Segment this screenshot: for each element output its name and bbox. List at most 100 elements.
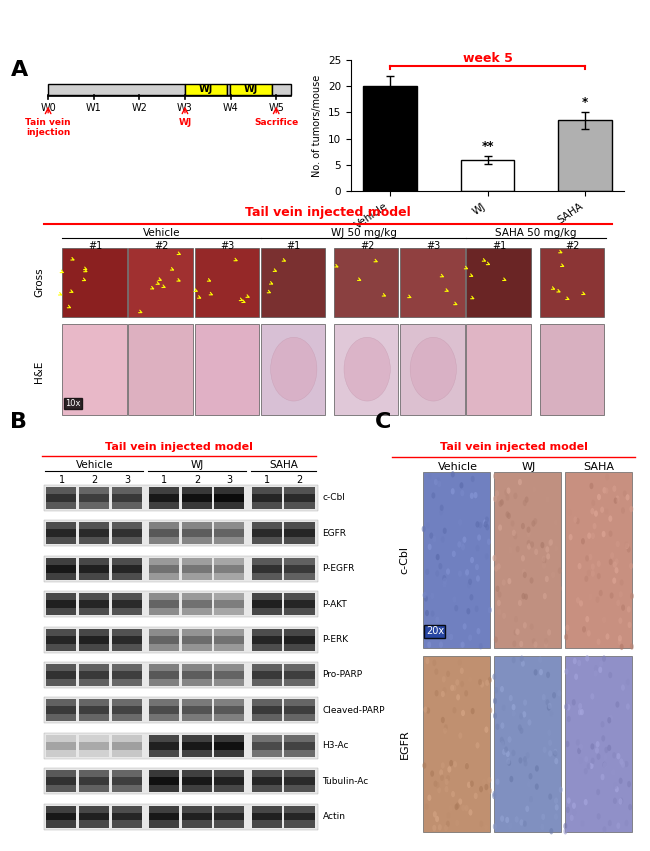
Circle shape (593, 671, 598, 677)
Circle shape (433, 811, 437, 818)
Ellipse shape (410, 337, 456, 401)
Circle shape (431, 610, 435, 617)
Circle shape (476, 545, 480, 551)
Bar (112, 593, 142, 615)
Circle shape (547, 629, 551, 636)
Circle shape (554, 519, 558, 526)
Circle shape (523, 760, 528, 767)
Bar (62, 323, 127, 414)
Bar (214, 600, 244, 608)
Circle shape (528, 773, 532, 780)
Circle shape (599, 590, 603, 597)
Bar (62, 248, 127, 317)
Circle shape (460, 681, 464, 687)
Text: **: ** (481, 140, 494, 153)
Circle shape (619, 580, 623, 585)
Circle shape (501, 740, 505, 745)
Circle shape (549, 828, 553, 834)
Circle shape (511, 520, 515, 527)
Bar (44, 803, 318, 830)
Circle shape (590, 483, 593, 489)
Bar (149, 487, 179, 509)
Circle shape (432, 625, 436, 632)
Bar (46, 557, 77, 580)
Bar (46, 629, 77, 650)
Circle shape (484, 784, 488, 791)
Circle shape (527, 543, 531, 550)
Circle shape (493, 473, 497, 479)
Circle shape (534, 549, 538, 555)
Circle shape (534, 669, 538, 676)
Circle shape (549, 539, 553, 545)
Circle shape (504, 746, 508, 753)
Bar (112, 529, 142, 537)
Circle shape (521, 660, 525, 667)
Circle shape (504, 489, 508, 495)
Bar (79, 700, 109, 722)
Circle shape (484, 825, 488, 831)
Text: SAHA: SAHA (269, 460, 298, 471)
Text: Pro-PARP: Pro-PARP (322, 671, 363, 679)
Bar (79, 529, 109, 537)
Circle shape (434, 780, 437, 787)
Circle shape (436, 782, 439, 788)
Circle shape (554, 758, 558, 764)
Circle shape (500, 815, 504, 822)
Bar (363, 86, 417, 191)
Circle shape (460, 490, 464, 496)
Circle shape (495, 723, 499, 730)
Circle shape (545, 700, 549, 705)
Text: WJ: WJ (199, 84, 213, 94)
Circle shape (594, 511, 598, 517)
Circle shape (579, 744, 583, 750)
Circle shape (515, 546, 519, 552)
Circle shape (436, 570, 439, 577)
Bar (494, 656, 561, 832)
Circle shape (521, 593, 525, 599)
Bar (112, 494, 142, 502)
Bar (252, 600, 282, 608)
Bar (44, 733, 318, 759)
Circle shape (582, 626, 586, 632)
Bar (46, 664, 77, 686)
Circle shape (553, 750, 557, 757)
Circle shape (488, 777, 491, 783)
Text: W1: W1 (86, 103, 101, 113)
Circle shape (567, 716, 571, 722)
Circle shape (557, 690, 561, 696)
Circle shape (474, 492, 478, 499)
Circle shape (488, 607, 492, 614)
Text: #2: #2 (566, 241, 580, 251)
Text: Tail vein injected model: Tail vein injected model (105, 443, 253, 452)
Bar (182, 777, 212, 785)
Bar (79, 671, 109, 679)
Circle shape (515, 816, 519, 823)
Ellipse shape (344, 337, 390, 401)
Circle shape (616, 541, 619, 547)
Circle shape (564, 668, 569, 675)
Circle shape (439, 769, 443, 776)
Circle shape (614, 567, 619, 574)
Circle shape (614, 498, 618, 504)
Circle shape (549, 711, 553, 717)
Bar (149, 557, 179, 580)
Bar (252, 742, 282, 750)
Bar (285, 742, 315, 750)
Circle shape (554, 804, 559, 810)
Bar (214, 813, 244, 820)
Circle shape (465, 763, 469, 769)
Circle shape (625, 761, 629, 768)
Circle shape (605, 474, 609, 480)
Circle shape (601, 721, 604, 728)
Bar (79, 664, 109, 686)
Circle shape (569, 534, 573, 540)
Circle shape (449, 634, 453, 640)
Circle shape (612, 752, 616, 758)
Bar (79, 494, 109, 502)
Circle shape (455, 820, 459, 826)
Circle shape (580, 820, 584, 826)
Text: H&E: H&E (34, 360, 44, 382)
Text: Tain vein
injection: Tain vein injection (25, 117, 71, 137)
Bar (252, 770, 282, 792)
Circle shape (443, 581, 447, 587)
